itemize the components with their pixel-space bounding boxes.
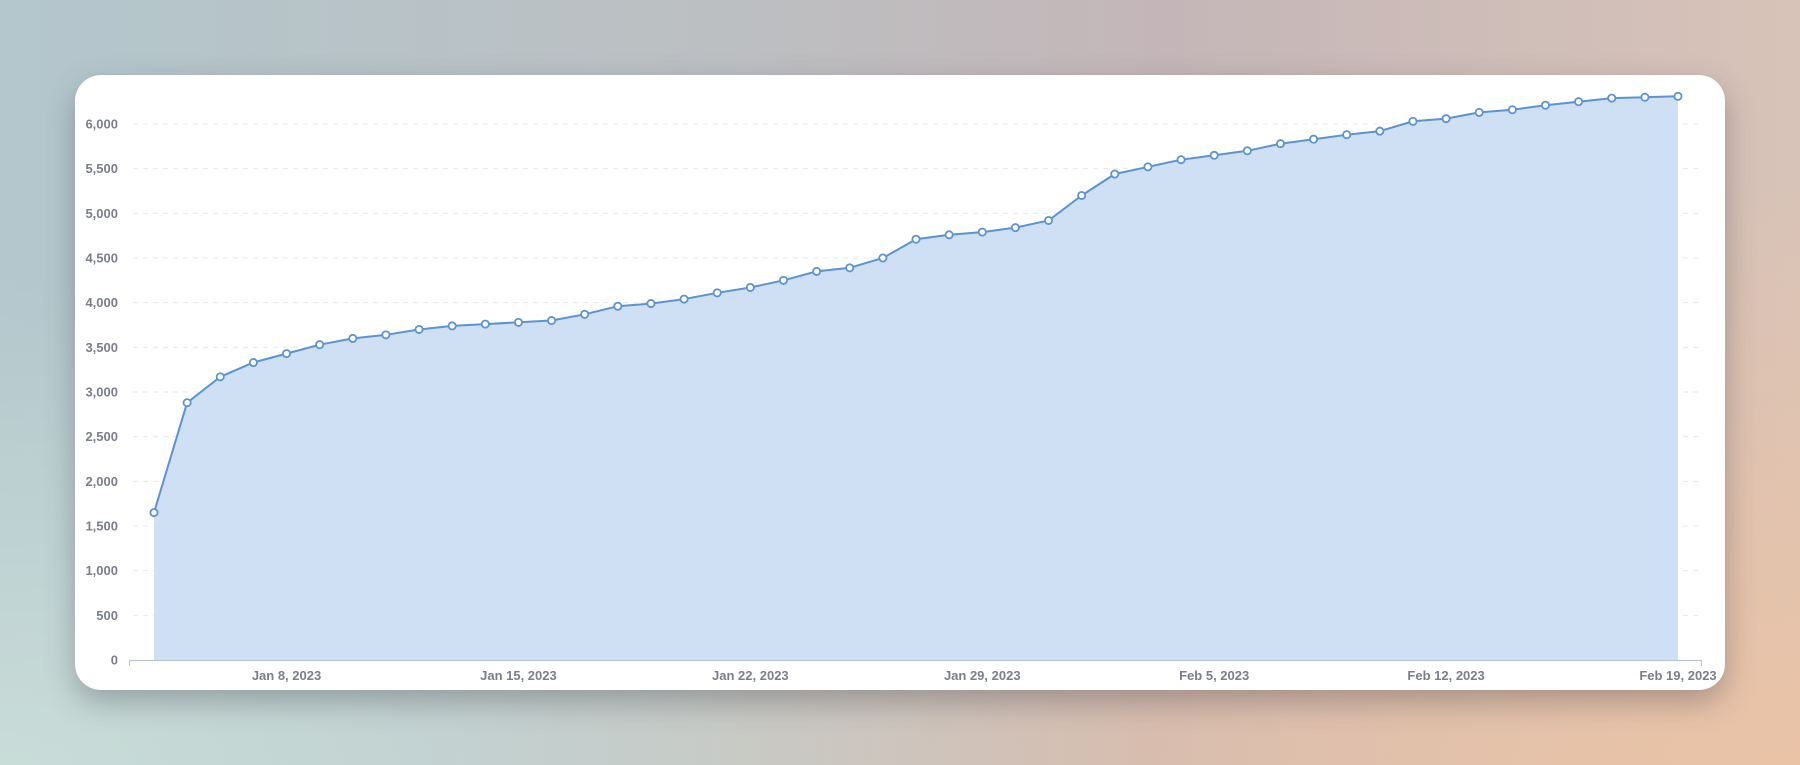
data-point	[911, 234, 921, 244]
x-tick-label: Feb 19, 2023	[1639, 668, 1716, 683]
y-tick-label: 2,000	[85, 474, 118, 489]
data-point	[1640, 92, 1650, 102]
data-point	[480, 319, 490, 329]
data-point	[513, 317, 523, 327]
x-tick-label: Jan 15, 2023	[480, 668, 557, 683]
data-point	[381, 330, 391, 340]
y-tick-label: 4,500	[85, 251, 118, 266]
data-point	[248, 358, 258, 368]
data-point	[1540, 100, 1550, 110]
data-point	[215, 372, 225, 382]
data-point	[282, 349, 292, 359]
x-tick-label: Jan 29, 2023	[944, 668, 1021, 683]
data-point	[1441, 114, 1451, 124]
data-point	[778, 275, 788, 285]
data-point	[1342, 130, 1352, 140]
data-point	[745, 282, 755, 292]
data-point	[1507, 105, 1517, 115]
data-point	[447, 321, 457, 331]
data-point	[944, 230, 954, 240]
data-points	[149, 91, 1683, 518]
y-tick-label: 0	[111, 653, 118, 668]
y-tick-label: 5,500	[85, 161, 118, 176]
data-point	[1143, 162, 1153, 172]
data-point	[1242, 146, 1252, 156]
area-fill	[154, 96, 1678, 661]
data-point	[315, 340, 325, 350]
area-chart: 0 500 1,000 1,500 2,000 2,500 3,000 3,500 4,000 4…	[85, 91, 1717, 683]
y-tick-label: 3,000	[85, 385, 118, 400]
data-point	[712, 288, 722, 298]
data-point	[1209, 150, 1219, 160]
data-point	[812, 266, 822, 276]
data-point	[1474, 107, 1484, 117]
data-point	[1077, 190, 1087, 200]
x-tick-label: Feb 12, 2023	[1407, 668, 1484, 683]
data-point	[1375, 126, 1385, 136]
y-tick-label: 3,500	[85, 340, 118, 355]
x-tick-label: Jan 8, 2023	[252, 668, 321, 683]
data-point	[1673, 91, 1683, 101]
x-axis: Jan 8, 2023 Jan 15, 2023 Jan 22, 2023 Jan 2…	[129, 660, 1717, 683]
y-tick-label: 5,000	[85, 206, 118, 221]
data-point	[1309, 134, 1319, 144]
data-point	[1275, 139, 1285, 149]
data-point	[348, 333, 358, 343]
data-point	[613, 301, 623, 311]
data-point	[646, 299, 656, 309]
data-point	[977, 227, 987, 237]
data-point	[580, 309, 590, 319]
data-point	[149, 508, 159, 518]
data-point	[1607, 93, 1617, 103]
data-point	[182, 398, 192, 408]
data-point	[547, 316, 557, 326]
data-point	[1110, 169, 1120, 179]
y-tick-label: 500	[96, 608, 118, 623]
y-tick-label: 6,000	[85, 117, 118, 132]
y-axis: 0 500 1,000 1,500 2,000 2,500 3,000 3,500 4,000 4…	[85, 117, 118, 668]
data-point	[878, 253, 888, 263]
chart-card: 0 500 1,000 1,500 2,000 2,500 3,000 3,500 4,000 4…	[75, 75, 1725, 690]
data-point	[1044, 215, 1054, 225]
y-tick-label: 2,500	[85, 429, 118, 444]
x-tick-label: Jan 22, 2023	[712, 668, 789, 683]
y-tick-label: 1,000	[85, 563, 118, 578]
data-point	[845, 263, 855, 273]
data-point	[1010, 223, 1020, 233]
y-tick-label: 4,000	[85, 295, 118, 310]
data-point	[1176, 155, 1186, 165]
data-point	[1574, 97, 1584, 107]
y-tick-label: 1,500	[85, 519, 118, 534]
data-point	[1408, 116, 1418, 126]
data-point	[414, 324, 424, 334]
data-point	[679, 294, 689, 304]
x-tick-label: Feb 5, 2023	[1179, 668, 1249, 683]
